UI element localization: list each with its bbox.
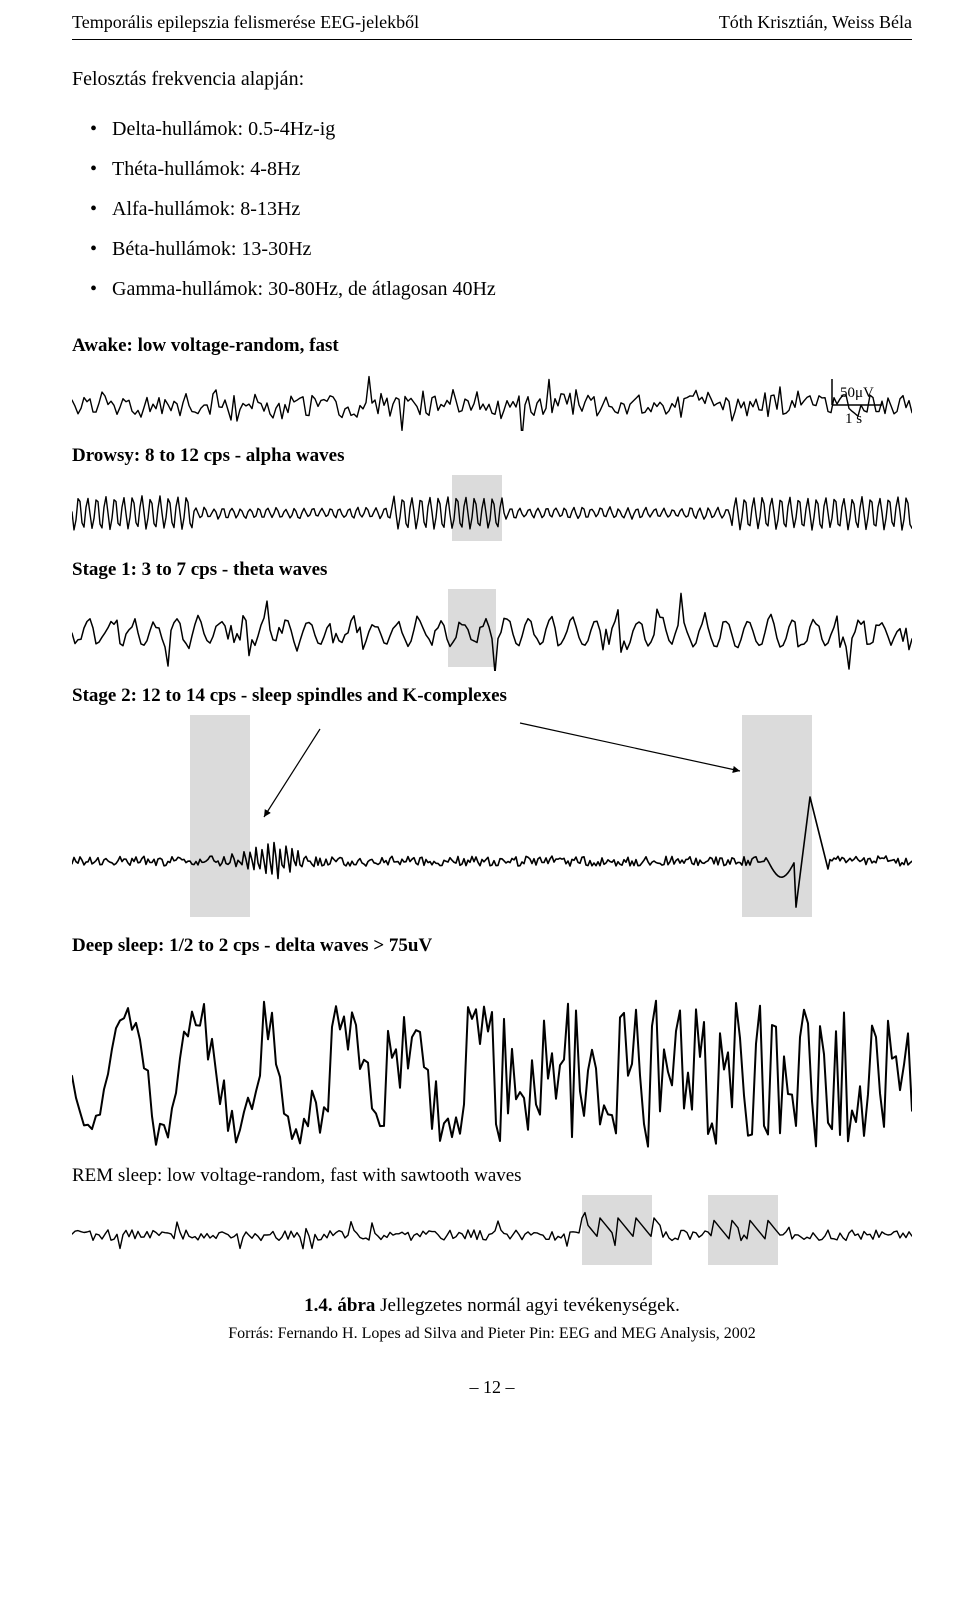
eeg-panel: Awake: low voltage-random, fast 50μV 1 s (72, 335, 912, 431)
panel-label: Drowsy: 8 to 12 cps - alpha waves (72, 445, 912, 467)
list-item: Béta-hullámok: 13-30Hz (112, 229, 912, 269)
frequency-list: Delta-hullámok: 0.5-4Hz-ig Théta-hullámo… (72, 109, 912, 309)
annotation-arrow (520, 723, 740, 771)
caption-number: 1.4. ábra (304, 1295, 375, 1316)
running-header: Temporális epilepszia felismerése EEG-je… (72, 12, 912, 33)
highlight-region (190, 715, 250, 917)
eeg-waveform (72, 711, 912, 921)
figure-caption: 1.4. ábra Jellegzetes normál agyi tevéke… (72, 1295, 912, 1317)
eeg-waveform (72, 585, 912, 671)
eeg-panel: Deep sleep: 1/2 to 2 cps - delta waves >… (72, 935, 912, 1151)
section-title: Felosztás frekvencia alapján: (72, 68, 912, 91)
header-right: Tóth Krisztián, Weiss Béla (719, 12, 912, 33)
eeg-panel: Drowsy: 8 to 12 cps - alpha waves (72, 445, 912, 545)
list-item: Théta-hullámok: 4-8Hz (112, 149, 912, 189)
panel-label: Stage 2: 12 to 14 cps - sleep spindles a… (72, 685, 912, 707)
header-left: Temporális epilepszia felismerése EEG-je… (72, 12, 419, 33)
header-rule (72, 39, 912, 40)
eeg-waveform (72, 961, 912, 1151)
eeg-figure: Awake: low voltage-random, fast 50μV 1 s Dr… (72, 335, 912, 1269)
eeg-panel: Stage 2: 12 to 14 cps - sleep spindles a… (72, 685, 912, 921)
eeg-waveform: 50μV 1 s (72, 361, 912, 431)
list-item: Delta-hullámok: 0.5-4Hz-ig (112, 109, 912, 149)
page: Temporális epilepszia felismerése EEG-je… (0, 0, 960, 1604)
panel-label: Deep sleep: 1/2 to 2 cps - delta waves >… (72, 935, 912, 957)
highlight-region (742, 715, 812, 917)
panel-label: REM sleep: low voltage-random, fast with… (72, 1165, 912, 1187)
panel-label: Stage 1: 3 to 7 cps - theta waves (72, 559, 912, 581)
caption-text: Jellegzetes normál agyi tevékenységek. (375, 1295, 679, 1316)
highlight-region (708, 1195, 778, 1265)
panel-label: Awake: low voltage-random, fast (72, 335, 912, 357)
waveform-path (72, 1213, 912, 1249)
waveform-path (72, 1001, 912, 1147)
svg-text:50μV: 50μV (840, 385, 874, 401)
figure-source: Forrás: Fernando H. Lopes ad Silva and P… (72, 1325, 912, 1343)
annotation-arrow (264, 729, 320, 817)
waveform-path (72, 377, 912, 431)
list-item: Gamma-hullámok: 30-80Hz, de átlagosan 40… (112, 269, 912, 309)
page-number: – 12 – (72, 1377, 912, 1398)
eeg-waveform (72, 471, 912, 545)
eeg-panel: Stage 1: 3 to 7 cps - theta waves (72, 559, 912, 671)
list-item: Alfa-hullámok: 8-13Hz (112, 189, 912, 229)
eeg-waveform (72, 1191, 912, 1269)
eeg-panel: REM sleep: low voltage-random, fast with… (72, 1165, 912, 1269)
svg-text:1 s: 1 s (845, 411, 862, 427)
